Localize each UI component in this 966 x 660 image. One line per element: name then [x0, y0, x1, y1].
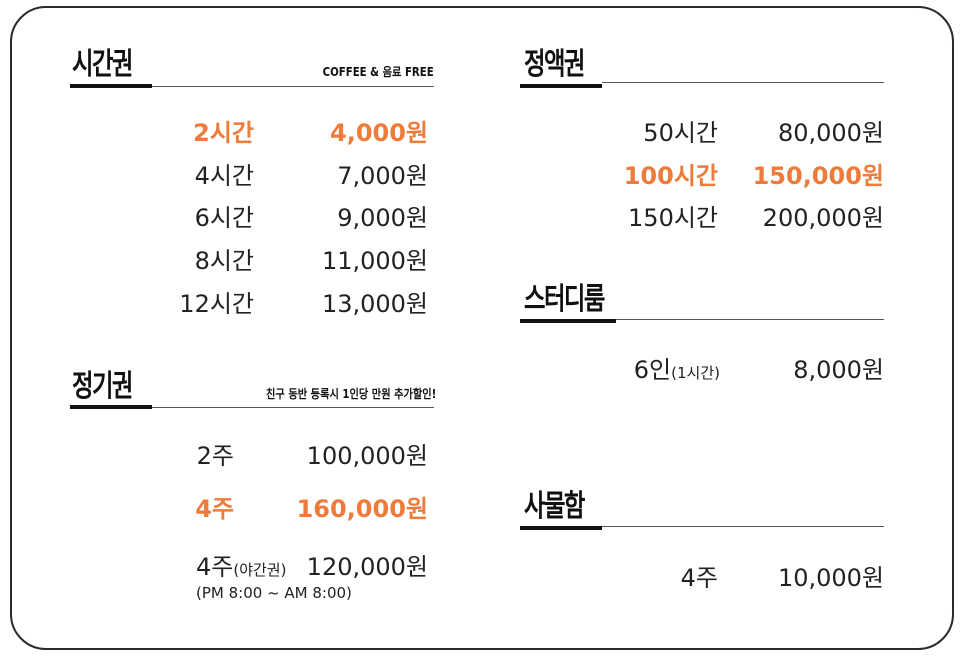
- row-label: 2주: [196, 442, 234, 470]
- section-divider: [152, 86, 434, 87]
- section-divider: [616, 319, 884, 320]
- price-row: 8시간 11,000원: [0, 246, 966, 276]
- row-price: 11,000원: [321, 247, 428, 275]
- row-label: 12시간: [179, 290, 254, 318]
- row-price: 100,000원: [306, 442, 428, 470]
- row-price: 200,000원: [762, 204, 884, 232]
- row-price: 7,000원: [337, 162, 428, 190]
- row-price: 9,000원: [337, 204, 428, 232]
- row-price: 120,000원: [306, 553, 428, 581]
- row-label: 150시간: [628, 204, 718, 232]
- section-divider: [602, 526, 884, 527]
- row-label: 8시간: [194, 247, 254, 275]
- row-label: 4주: [680, 564, 718, 592]
- price-row: 4시간 7,000원: [0, 161, 966, 191]
- section-divider: [152, 407, 434, 408]
- section-title-underline: [520, 526, 602, 530]
- row-price: 160,000원: [296, 495, 428, 523]
- row-price: 10,000원: [777, 564, 884, 592]
- row-label: 100시간: [623, 162, 718, 190]
- price-row: 6인(1시간) 8,000원: [0, 355, 966, 385]
- price-row: 2주 100,000원: [0, 441, 966, 471]
- section-title-underline: [70, 405, 152, 409]
- section-title-hourly: 시간권: [72, 47, 133, 82]
- row-label: 6시간: [194, 204, 254, 232]
- row-price: 13,000원: [321, 290, 428, 318]
- section-title-underline: [70, 84, 152, 88]
- row-label-main: 6인: [633, 356, 672, 384]
- price-card: [10, 6, 954, 650]
- row-label: 2시간: [193, 119, 254, 147]
- section-title-fixed: 정액권: [524, 47, 585, 82]
- row-label: 4시간: [194, 162, 254, 190]
- row-label-main: 4주: [196, 553, 234, 581]
- row-label: 50시간: [643, 119, 718, 147]
- price-row: 4주 10,000원: [0, 563, 966, 593]
- section-title-studyroom: 스터디룸: [524, 282, 605, 317]
- night-pass-hours: (PM 8:00 ~ AM 8:00): [196, 584, 352, 602]
- section-divider: [602, 82, 884, 83]
- section-title-underline: [520, 319, 616, 323]
- price-row: 150시간 200,000원: [0, 203, 966, 233]
- row-label: 4주(야간권): [196, 552, 286, 585]
- hourly-note: COFFEE & 음료 FREE: [322, 65, 434, 79]
- row-price: 8,000원: [793, 356, 884, 384]
- row-price: 4,000원: [330, 119, 428, 147]
- row-label: 4주: [195, 495, 234, 523]
- regular-note: 친구 동반 등록시 1인당 만원 추가할인!: [265, 387, 436, 401]
- row-label: 6인(1시간): [634, 355, 720, 388]
- row-price: 150,000원: [752, 162, 884, 190]
- row-price: 80,000원: [777, 119, 884, 147]
- price-row: 2시간 4,000원: [0, 118, 966, 148]
- price-row: 100시간 150,000원: [0, 161, 966, 191]
- price-row: 4주(야간권) 120,000원: [0, 552, 966, 582]
- price-row: 12시간 13,000원: [0, 289, 966, 319]
- section-title-locker: 사물함: [524, 489, 585, 524]
- price-row: 6시간 9,000원: [0, 203, 966, 233]
- price-row: 4주 160,000원: [0, 494, 966, 524]
- row-label-sub: (야간권): [233, 561, 287, 579]
- section-title-regular: 정기권: [72, 369, 133, 404]
- price-row: 50시간 80,000원: [0, 118, 966, 148]
- row-label-sub: (1시간): [671, 364, 720, 382]
- section-title-underline: [520, 84, 602, 88]
